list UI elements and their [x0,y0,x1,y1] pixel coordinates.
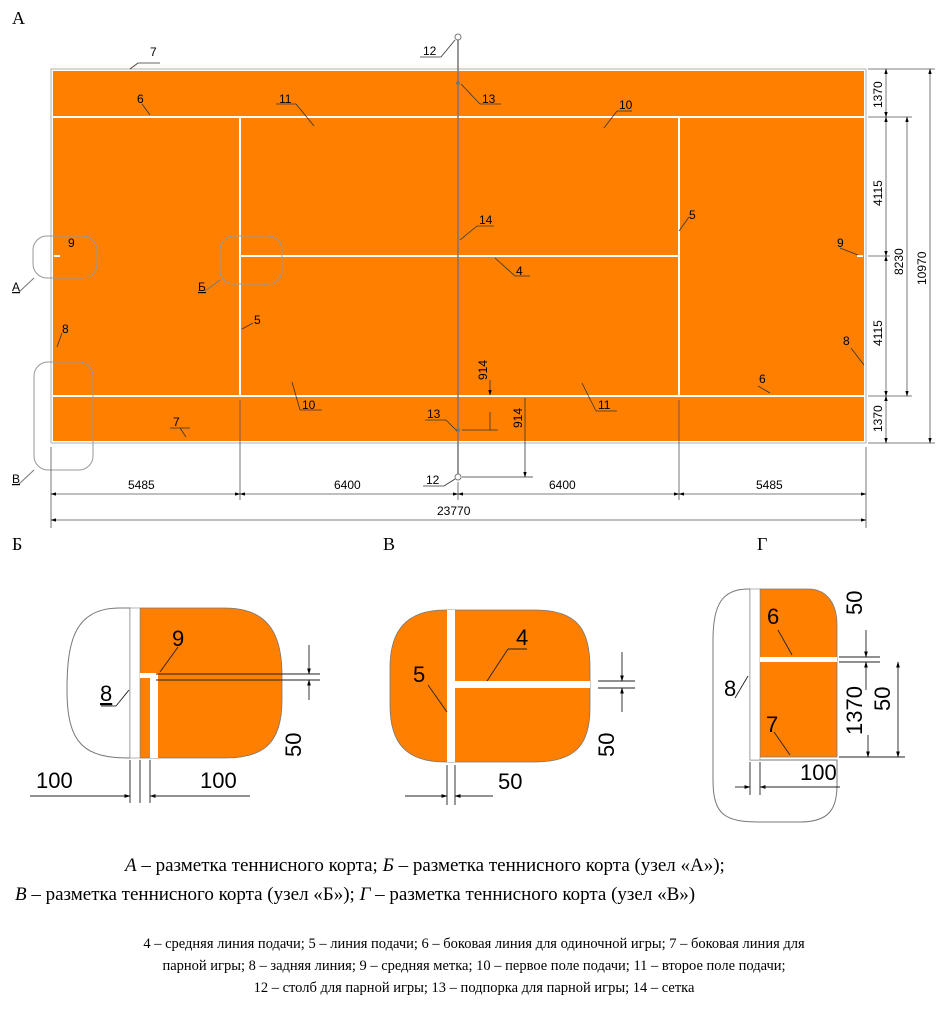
detail-b-court [139,607,283,759]
detail-v-center-line [455,681,590,688]
detail-b-dim-50: 50 [281,733,306,757]
caption-letter-a: А [125,855,137,876]
dim-10970: 10970 [915,251,929,285]
detail-g: 50 6 8 50 1370 7 100 [712,588,905,823]
dim-5485-left: 5485 [128,478,155,492]
legend-line-1: 4 – средняя линия подачи; 5 – линия пода… [143,936,805,952]
detail-b-dim-100-left: 100 [36,768,73,793]
detail-g-dim-50-top: 50 [842,591,867,615]
callout-8-left: 8 [62,322,69,336]
dim-5485-right: 5485 [756,478,783,492]
caption-v-text: – разметка теннисного корта (узел «Б»); [26,884,360,905]
node-v-label: В [12,472,20,486]
callout-10-top: 10 [619,98,633,112]
detail-b-baseline [129,607,141,759]
dim-914-net: 914 [476,360,490,380]
section-letter-a: А [12,8,25,28]
node-v-leader [17,469,35,486]
caption-letter-b: Б [382,855,394,876]
detail-v-callout-4: 4 [516,625,528,650]
dim-4115-bottom: 4115 [871,320,885,346]
callout-10-bottom: 10 [302,398,316,412]
node-b-label: Б [198,280,206,294]
caption-letter-v: В [15,884,27,905]
legend-line-3: 12 – столб для парной игры; 13 – подпорк… [253,980,695,996]
detail-v-callout-5: 5 [413,662,425,687]
detail-b-dim-100-right: 100 [200,768,237,793]
caption-b-text: – разметка теннисного корта (узел «А»); [393,855,725,876]
node-a-frame [32,235,98,279]
detail-v: 4 5 50 50 [389,609,635,805]
callout-14: 14 [479,213,493,227]
detail-v-service-line [447,610,455,762]
dim-8230: 8230 [892,248,906,275]
dim-23770: 23770 [437,504,471,518]
section-letter-v: В [383,534,395,554]
dim-1370-top: 1370 [871,81,885,108]
callout-11-top: 11 [279,92,292,106]
callout-7-top: 7 [150,45,157,59]
dim-6400-left: 6400 [334,478,361,492]
detail-g-dim-100: 100 [800,760,837,785]
node-v-frame [33,361,94,471]
detail-b-outline [66,607,131,759]
detail-g-callout-7: 7 [766,712,778,737]
callout-13-bottom: 13 [427,407,441,421]
detail-v-dim-50-vertical: 50 [594,733,619,757]
node-b-frame [219,235,283,285]
detail-g-callout-8: 8 [724,676,736,701]
callout-7-bottom: 7 [173,415,180,429]
court-plan: А Б В 7 6 11 10 1 [12,33,935,528]
callout-11-bottom: 11 [598,398,611,412]
callout-9-left: 9 [68,236,75,250]
callout-6-top: 6 [137,92,144,106]
dim-914-post: 914 [511,408,525,428]
detail-g-singles-line [760,657,837,662]
post-bottom [454,473,462,481]
detail-b-center-mark [140,673,158,678]
callout-12-top: 12 [423,44,437,58]
caption-letter-g: Г [359,884,371,905]
post-top [454,33,462,41]
detail-g-baseline [749,588,761,761]
detail-g-outline [712,588,838,823]
detail-b-mark-gap [150,678,158,758]
detail-v-dim-50-horizontal: 50 [498,769,522,794]
detail-b-callout-8: 8 [100,681,112,706]
callout-5-right: 5 [689,208,696,222]
detail-g-dim-50-mid: 50 [870,687,895,711]
dim-6400-right: 6400 [549,478,576,492]
legend-line-2: парной игры; 8 – задняя линия; 9 – средн… [162,958,786,974]
node-a-label: А [12,280,20,294]
callout-12-bottom: 12 [426,473,440,487]
node-a-leader [17,277,35,294]
dim-4115-top: 4115 [871,180,885,206]
callout-5-left: 5 [254,313,261,327]
detail-g-callout-6: 6 [767,604,779,629]
callout-4: 4 [516,264,523,278]
detail-g-dim-1370: 1370 [842,686,867,735]
caption-g-text: – разметка теннисного корта (узел «В») [370,884,696,905]
callout-8-right: 8 [843,334,850,348]
dim-1370-bottom: 1370 [871,405,885,432]
caption-line-2: В – разметка теннисного корта (узел «Б»)… [15,884,695,906]
prop-top [456,81,460,85]
caption-line-1: А – разметка теннисного корта; Б – разме… [125,855,725,877]
caption-a-text: – разметка теннисного корта; [136,855,383,876]
callout-6-bottom: 6 [759,372,766,386]
callout-13-top: 13 [482,92,496,106]
detail-g-court [759,588,838,758]
node-b-leader [204,279,221,292]
prop-bottom [456,428,460,432]
section-letter-g: Г [757,534,767,554]
callout-9-right: 9 [837,236,844,250]
detail-b-callout-9: 9 [172,626,184,651]
section-letter-b: Б [12,534,22,554]
detail-b: 9 8 50 100 100 [30,607,320,803]
